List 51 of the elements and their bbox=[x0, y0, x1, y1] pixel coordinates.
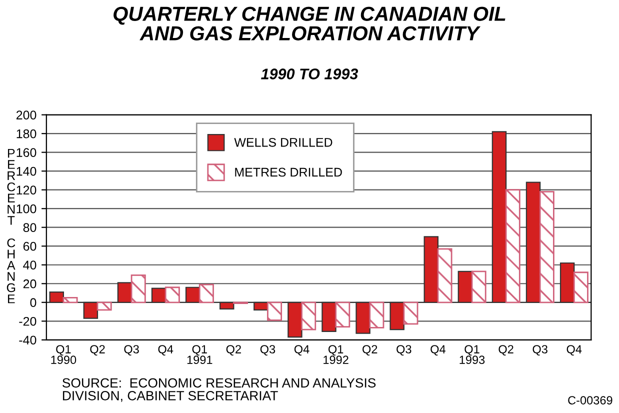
bar bbox=[267, 302, 282, 321]
x-tick-label: Q4 bbox=[566, 345, 582, 356]
x-tick-label: Q1 1992 bbox=[324, 345, 348, 364]
y-tick-label: 200 bbox=[16, 110, 36, 120]
y-tick-label: -40 bbox=[19, 336, 36, 345]
x-tick-label: Q2 bbox=[226, 345, 241, 356]
bar bbox=[539, 191, 554, 304]
bar bbox=[301, 302, 316, 330]
text: PERCENT CHANGE bbox=[6, 148, 16, 304]
x-tick-label: Q1 1991 bbox=[187, 345, 212, 364]
x-tick-label: Q4 bbox=[158, 345, 174, 356]
bar bbox=[437, 248, 452, 304]
x-tick-label: Q2 bbox=[90, 345, 105, 356]
y-tick-label: 60 bbox=[23, 242, 36, 251]
bar bbox=[403, 302, 418, 325]
bar bbox=[471, 270, 486, 304]
bar bbox=[198, 284, 214, 304]
x-tick-label: Q3 bbox=[260, 345, 276, 356]
bar bbox=[164, 286, 180, 304]
source-note: SOURCE: ECONOMIC RESEARCH AND ANALYSIS DIVISION, CABINET SECRETARIAT bbox=[62, 378, 376, 402]
x-tick-label: Q3 bbox=[532, 345, 548, 356]
chart-subtitle: 1990 TO 1993 bbox=[261, 68, 358, 80]
y-tick-label: 20 bbox=[23, 279, 36, 288]
y-tick-label: 120 bbox=[16, 186, 36, 194]
x-tick-label: Q3 bbox=[124, 345, 139, 356]
y-tick-label: 40 bbox=[23, 260, 36, 270]
x-tick-label: Q2 bbox=[498, 345, 514, 356]
bar bbox=[96, 302, 112, 311]
bar bbox=[335, 302, 350, 328]
y-tick-label: 180 bbox=[16, 129, 36, 138]
bar bbox=[130, 274, 146, 304]
chart-title: QUARTERLY CHANGE IN CANADIAN OIL AND GAS EXPLORATION ACTIVITY bbox=[114, 6, 506, 40]
x-tick-label: Q4 bbox=[294, 345, 310, 356]
y-tick-label: 80 bbox=[23, 223, 36, 232]
legend-label: WELLS DRILLED bbox=[234, 138, 332, 147]
y-tick-label: -20 bbox=[19, 316, 36, 326]
y-tick-label: 140 bbox=[16, 166, 36, 176]
x-tick-label: Q2 bbox=[362, 345, 378, 356]
bar bbox=[369, 302, 384, 328]
x-tick-label: Q3 bbox=[396, 345, 412, 356]
bar bbox=[62, 297, 78, 304]
y-tick-label: 100 bbox=[16, 204, 36, 214]
x-tick-label: Q4 bbox=[430, 345, 446, 356]
y-tick-label: 160 bbox=[16, 148, 36, 157]
bar bbox=[573, 272, 588, 304]
bar bbox=[505, 189, 520, 304]
x-tick-label: Q1 1990 bbox=[51, 345, 76, 364]
text: C-00369 bbox=[568, 396, 612, 404]
x-tick-label: Q1 1993 bbox=[460, 345, 485, 364]
legend-label: METRES DRILLED bbox=[235, 168, 342, 177]
y-tick-label: 0 bbox=[30, 298, 36, 308]
